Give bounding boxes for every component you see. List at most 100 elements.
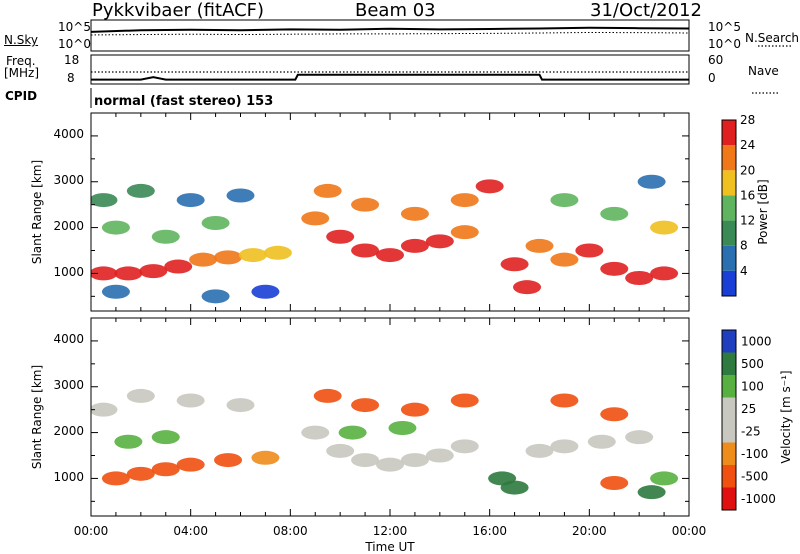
velocity-colorbar-tick: -100 — [741, 447, 768, 461]
velocity-ylabel: Slant Range [km] — [30, 365, 44, 469]
power-colorbar-tick: 8 — [740, 239, 748, 253]
velocity-colorbar-tick: 100 — [741, 379, 764, 393]
power-cell — [425, 234, 454, 249]
velocity-colorbar-tick: -500 — [741, 469, 768, 483]
velocity-cell — [550, 439, 579, 454]
velocity-colorbar-tick: 500 — [741, 357, 764, 371]
velocity-cell — [351, 398, 380, 413]
freq-line — [91, 73, 689, 81]
velocity-colorbar-tick: -1000 — [741, 492, 776, 506]
velocity-cell — [251, 450, 280, 465]
power-ytick: 4000 — [53, 127, 84, 141]
power-cell — [400, 206, 429, 221]
x-tick-label: 20:00 — [572, 524, 607, 538]
nsearch-tick-bottom: 10^0 — [708, 37, 741, 51]
power-cell — [475, 179, 504, 194]
power-cell — [550, 252, 579, 267]
velocity-cell — [101, 471, 130, 486]
velocity-cell — [400, 402, 429, 417]
velocity-colorbar-segment — [722, 375, 736, 398]
beam-title: Beam 03 — [355, 0, 436, 21]
power-colorbar-tick: 16 — [740, 188, 755, 202]
velocity-cell — [91, 402, 118, 417]
power-colorbar-tick: 12 — [740, 214, 755, 228]
power-cell — [600, 261, 629, 276]
nsearch-line — [90, 31, 690, 36]
power-cell — [650, 220, 679, 235]
power-cell — [101, 220, 130, 235]
velocity-cell — [176, 393, 205, 408]
velocity-cell — [637, 485, 666, 500]
velocity-colorbar-label: Velocity [m s⁻¹] — [779, 370, 793, 463]
power-cell — [376, 248, 404, 263]
velocity-cell — [326, 443, 355, 458]
velocity-cell — [587, 434, 616, 449]
nsky-line — [90, 26, 690, 33]
nsky-label: N.Sky — [4, 33, 39, 47]
x-tick-label: 00:00 — [74, 524, 109, 538]
freq-tick-bottom: 8 — [67, 71, 75, 85]
freq-strip-frame — [90, 54, 690, 85]
nave-tick-bottom: 0 — [708, 71, 716, 85]
power-cell — [525, 238, 554, 253]
nsky-strip-frame — [90, 19, 690, 52]
power-cell — [176, 193, 205, 208]
velocity-cell — [151, 462, 180, 477]
velocity-cell — [500, 480, 529, 495]
power-colorbar-segment — [722, 195, 736, 221]
x-tick-label: 04:00 — [173, 524, 208, 538]
velocity-cell — [400, 453, 429, 468]
nave-label: Nave — [748, 64, 779, 78]
velocity-cell — [176, 457, 205, 472]
velocity-cell — [151, 430, 180, 445]
velocity-cell — [338, 425, 367, 440]
nsky-tick-top: 10^5 — [58, 20, 91, 34]
power-colorbar-tick: 4 — [740, 264, 748, 278]
velocity-ytick: 3000 — [53, 378, 84, 392]
velocity-cell — [600, 407, 629, 422]
power-cell — [251, 284, 280, 299]
power-cell — [114, 266, 143, 281]
velocity-colorbar-segment — [722, 330, 736, 353]
power-cell — [201, 289, 230, 304]
velocity-colorbar-segment — [722, 442, 736, 465]
power-cell — [201, 216, 230, 230]
power-ytick: 2000 — [53, 219, 84, 233]
power-colorbar-tick: 20 — [740, 163, 755, 177]
power-colorbar-tick: 24 — [740, 138, 755, 152]
velocity-cell — [425, 448, 454, 463]
velocity-cell — [351, 453, 380, 468]
power-cell — [650, 266, 679, 281]
cpid-text: normal (fast stereo) 153 — [94, 94, 274, 109]
station-title: Pykkvibaer (fitACF) — [92, 0, 265, 21]
power-cell — [301, 211, 330, 226]
power-colorbar-label: Power [dB] — [756, 179, 770, 244]
velocity-cell — [376, 457, 404, 472]
power-cell — [126, 183, 155, 198]
velocity-cell — [450, 439, 479, 454]
velocity-ytick: 1000 — [53, 470, 84, 484]
velocity-cell — [625, 430, 654, 445]
power-colorbar-segment — [722, 245, 736, 271]
nave-tick-top: 60 — [708, 53, 723, 67]
power-cell — [326, 229, 355, 244]
power-cell — [139, 264, 168, 279]
power-cell — [263, 245, 292, 260]
velocity-colorbar-tick: -25 — [741, 424, 761, 438]
cpid-label: CPID — [5, 89, 38, 103]
power-cell — [91, 266, 118, 281]
nsearch-tick-top: 10^5 — [708, 20, 741, 34]
velocity-cell — [550, 393, 579, 408]
power-cell — [575, 243, 604, 258]
power-cell — [101, 284, 130, 299]
x-tick-label: 08:00 — [273, 524, 308, 538]
x-tick-label: 12:00 — [373, 524, 408, 538]
power-cell — [91, 193, 118, 208]
power-cell — [450, 225, 479, 240]
velocity-ytick: 2000 — [53, 424, 84, 438]
x-tick-label: 16:00 — [472, 524, 507, 538]
velocity-colorbar-segment — [722, 487, 736, 510]
power-cell — [351, 197, 380, 212]
velocity-colorbar-tick: 25 — [741, 402, 756, 416]
